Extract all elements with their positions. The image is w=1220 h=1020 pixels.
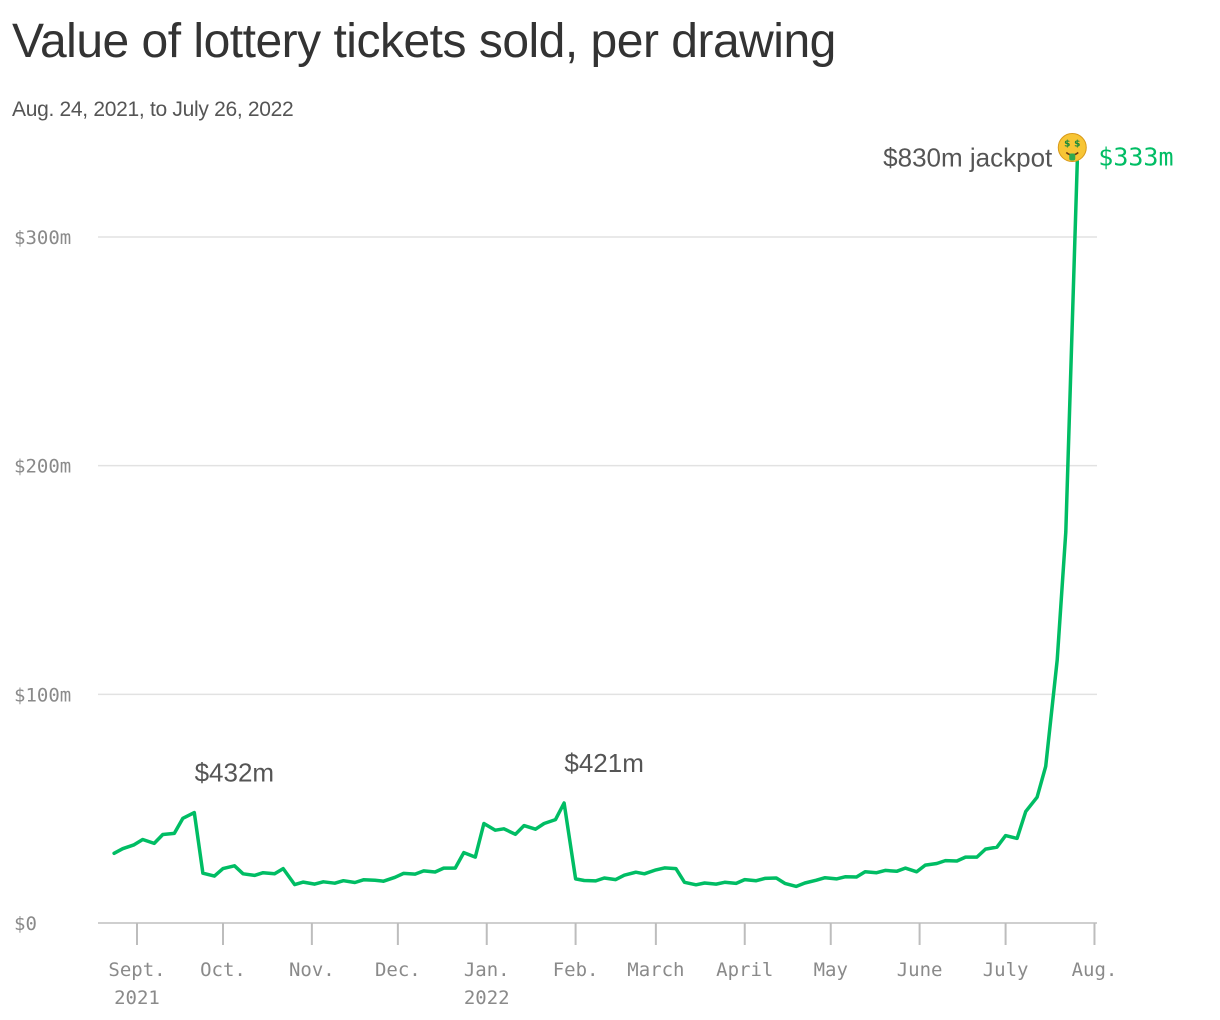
y-tick-label: $100m bbox=[14, 684, 71, 706]
x-tick-label: Nov. bbox=[289, 959, 335, 981]
chart-title: Value of lottery tickets sold, per drawi… bbox=[12, 15, 836, 68]
x-tick-label: Dec. bbox=[375, 959, 421, 981]
x-tick-year-label: 2022 bbox=[464, 987, 510, 1009]
x-tick-label: May bbox=[814, 959, 848, 981]
x-tick-label: Sept. bbox=[108, 959, 165, 981]
x-tick-label: March bbox=[627, 959, 684, 981]
y-tick-label: $0 bbox=[14, 913, 37, 935]
annotation-label: $421m bbox=[564, 748, 644, 778]
x-tick-label: June bbox=[897, 959, 943, 981]
x-tick-label: Jan. bbox=[464, 959, 510, 981]
emoji-tongue bbox=[1069, 153, 1076, 161]
x-tick-label: April bbox=[716, 959, 773, 981]
chart-subtitle: Aug. 24, 2021, to July 26, 2022 bbox=[12, 98, 294, 121]
y-axis-labels: $0 $100m $200m $300m bbox=[14, 227, 71, 935]
money-mouth-face-icon: $ $ bbox=[1057, 133, 1087, 163]
series-line bbox=[112, 159, 1080, 889]
emoji-eye: $ bbox=[1074, 140, 1080, 150]
x-axis: Sept. 2021 Oct. Nov. Dec. Jan. 2022 Feb. March Ap… bbox=[98, 922, 1118, 1009]
x-tick-label: July bbox=[983, 959, 1029, 981]
x-tick-label: Aug. bbox=[1072, 959, 1118, 981]
y-tick-label: $300m bbox=[14, 227, 71, 249]
gridlines bbox=[98, 236, 1097, 696]
x-tick-year-label: 2021 bbox=[114, 987, 160, 1009]
end-value-label: $333m bbox=[1098, 143, 1173, 172]
emoji-face bbox=[1057, 133, 1087, 163]
x-tick-label: Feb. bbox=[553, 959, 599, 981]
x-tick-label: Oct. bbox=[200, 959, 246, 981]
emoji-eye: $ bbox=[1064, 140, 1070, 150]
y-tick-label: $200m bbox=[14, 456, 71, 478]
annotation-label: $432m bbox=[195, 758, 275, 788]
annotation-label: $830m jackpot bbox=[883, 143, 1053, 173]
series-lines bbox=[112, 159, 1080, 889]
annotations: $432m $421m$ $$830m jackpot $333m bbox=[195, 133, 1174, 788]
